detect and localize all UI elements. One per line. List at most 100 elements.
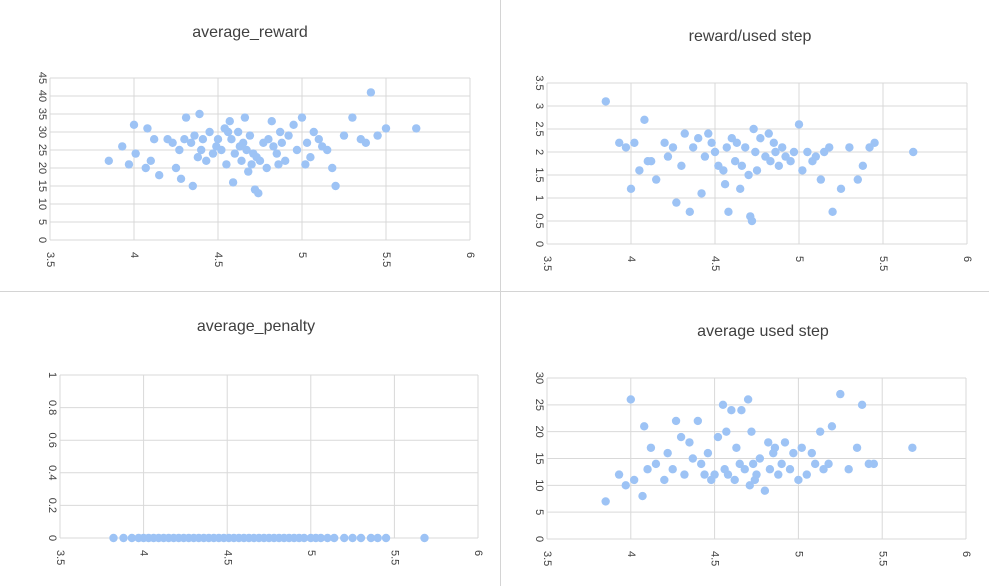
average-used-step-point: [723, 470, 733, 479]
reward-per-used-step-x-tick-label: 4.5: [709, 256, 721, 271]
reward-per-used-step-x-tick-label: 3.5: [541, 256, 553, 271]
average-used-step-point: [703, 448, 713, 458]
average-used-step-point: [693, 416, 703, 426]
average-reward-point: [301, 160, 310, 169]
average-reward-point: [247, 160, 256, 169]
reward-per-used-step-point: [710, 147, 720, 157]
average-reward-point: [104, 156, 114, 165]
average-used-step-x-tick-label: 6: [960, 551, 972, 557]
reward-per-used-step-point: [769, 138, 778, 147]
average-reward-point: [412, 124, 421, 133]
average-used-step-y-tick-label: 25: [533, 399, 545, 411]
reward-per-used-step-point: [825, 143, 834, 152]
average-penalty-point: [119, 533, 128, 543]
average-used-step-point: [827, 422, 837, 431]
average-used-step-y-tick-label: 15: [533, 452, 545, 464]
reward-per-used-step-point: [652, 175, 661, 184]
average-reward-point: [242, 145, 251, 155]
average-reward-point: [230, 149, 239, 158]
reward-per-used-step-point: [737, 161, 747, 170]
average-reward-point: [208, 149, 218, 158]
average-used-step-y-tick-label: 30: [533, 372, 545, 384]
reward-per-used-step-point: [836, 184, 846, 193]
average-penalty-x-tick-label: 5: [305, 550, 317, 556]
average-reward-point: [328, 163, 337, 173]
reward-per-used-step-point: [811, 152, 820, 161]
average-used-step-point: [802, 470, 811, 479]
average-reward-point: [213, 135, 223, 144]
reward-per-used-step-point: [766, 157, 775, 166]
average-used-step-point: [601, 497, 610, 506]
average-reward-point: [284, 131, 293, 140]
chart-average-penalty[interactable]: average_penalty 0 0.2 0.4 0.6 0.8 1 3.5 4 4.5 5 5.5…: [0, 292, 498, 586]
average-reward-point: [331, 181, 340, 191]
average-reward-point: [274, 160, 283, 169]
reward-per-used-step-point: [744, 170, 753, 180]
chart-average-penalty-svg: average_penalty 0 0.2 0.4 0.6 0.8 1 3.5 4 4.5 5 5.5…: [46, 318, 484, 565]
reward-per-used-step-point: [724, 207, 733, 216]
average-used-step-point: [819, 465, 828, 474]
reward-per-used-step-point: [752, 166, 762, 175]
reward-per-used-step-point: [749, 124, 758, 134]
average-reward-point: [262, 163, 271, 173]
reward-per-used-step-point: [680, 129, 689, 138]
average-used-step-point: [638, 491, 647, 501]
chart-reward-per-used-step[interactable]: reward/used step 0 0.5 1 1.5 2 2.5 3 3.5 3.5 4 4.5 5…: [501, 0, 989, 290]
reward-per-used-step-point: [794, 120, 804, 129]
reward-per-used-step-point: [870, 138, 879, 147]
average-used-step-point: [824, 459, 833, 469]
average-reward-point: [168, 138, 177, 147]
reward-per-used-step-y-tick-label: 2: [533, 149, 545, 155]
chart-average-used-step[interactable]: average used step 0 5 10 15 20 25 30 3.5 4 4.5 5 5.5…: [501, 292, 989, 586]
average-reward-x-tick-label: 5: [296, 252, 308, 258]
average-reward-point: [171, 163, 181, 173]
average-used-step-y-tick-label: 20: [533, 426, 545, 438]
average-reward-point: [277, 138, 287, 147]
reward-per-used-step-point: [630, 138, 639, 147]
reward-per-used-step-point: [685, 207, 694, 216]
average-reward-y-tick-label: 30: [36, 126, 48, 138]
reward-per-used-step-point: [778, 143, 787, 152]
average-reward-point: [240, 113, 250, 122]
average-used-step-point: [785, 465, 795, 474]
average-reward-y-tick-label: 15: [36, 180, 48, 192]
chart-average-reward[interactable]: average_reward 0 5 10 15 20 25 30 35 40 45 3.5 4 4.5 5…: [0, 0, 498, 290]
reward-per-used-step-y-tick-label: 1.5: [533, 167, 545, 182]
average-reward-point: [381, 124, 391, 133]
average-used-step-point: [770, 443, 780, 452]
average-used-step-point: [737, 406, 746, 415]
reward-per-used-step-point: [615, 138, 624, 147]
average-reward-point: [180, 135, 189, 144]
average-used-step-point: [732, 443, 741, 452]
reward-per-used-step-point: [707, 138, 716, 147]
average-penalty-x-tick-label: 5.5: [388, 550, 400, 565]
reward-per-used-step-x-tick-label: 4: [625, 256, 637, 262]
average-used-step-point: [640, 422, 649, 431]
average-reward-y-tick-label: 25: [36, 144, 48, 156]
average-reward-point: [205, 127, 214, 137]
reward-per-used-step-x-tick-label: 5: [793, 256, 805, 262]
average-reward-point: [233, 127, 243, 137]
average-used-step-x-tick-label: 4: [625, 551, 637, 557]
average-penalty-point: [340, 533, 349, 543]
reward-per-used-step-point: [771, 147, 780, 157]
average-penalty-point: [109, 533, 118, 543]
reward-per-used-step-point: [816, 175, 826, 184]
reward-per-used-step-y-tick-label: 2.5: [533, 121, 545, 136]
average-reward-point: [155, 171, 164, 180]
reward-per-used-step-point: [736, 184, 745, 193]
average-used-step-point: [908, 443, 917, 452]
chart-average-used-step-svg: average used step 0 5 10 15 20 25 30 3.5 4 4.5 5 5.5…: [533, 323, 972, 566]
average-used-step-point: [815, 427, 825, 436]
average-reward-y-tick-label: 10: [36, 198, 48, 210]
average-reward-point: [302, 138, 312, 147]
reward-per-used-step-point: [697, 189, 706, 198]
reward-per-used-step-title: reward/used step: [689, 28, 812, 45]
average-used-step-point: [765, 465, 775, 474]
average-reward-point: [129, 120, 139, 129]
average-reward-point: [193, 153, 203, 162]
reward-per-used-step-point: [660, 138, 669, 147]
average-penalty-y-tick-label: 0.2: [46, 498, 58, 513]
average-used-step-point: [764, 438, 773, 447]
